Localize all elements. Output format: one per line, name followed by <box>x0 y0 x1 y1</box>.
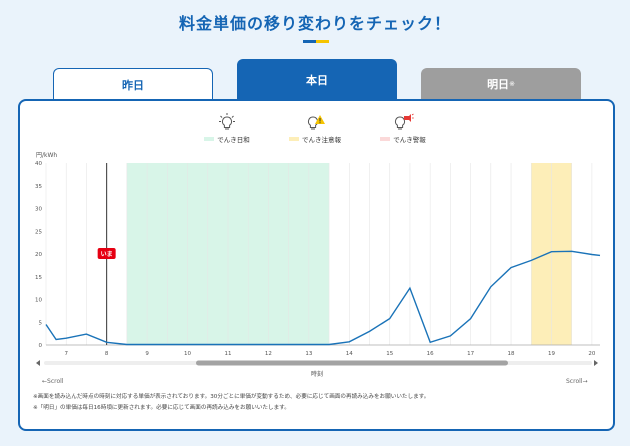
legend-item-denki-keiho: でんき警報 <box>368 112 438 144</box>
x-axis-label: 時刻 <box>311 370 323 378</box>
scroll-right-arrow-icon[interactable] <box>594 360 598 366</box>
tab-tomorrow-label: 明日 <box>487 78 510 91</box>
note-tomorrow-update: ※「明日」の単価は毎日16時頃に更新されます。必要に応じて画面の再読み込みをお願… <box>33 405 290 411</box>
title-underline-blue <box>303 40 316 43</box>
title-underline <box>303 40 329 43</box>
x-tick-label: 14 <box>346 351 353 357</box>
tab-tomorrow-note-mark: ※ <box>509 80 515 88</box>
y-tick-label: 30 <box>35 207 42 213</box>
scrollbar-thumb[interactable] <box>196 360 508 366</box>
x-tick-label: 11 <box>224 351 231 357</box>
tab-yesterday[interactable]: 昨日 <box>53 68 213 100</box>
x-tick-label: 9 <box>145 351 149 357</box>
y-tick-label: 10 <box>35 298 42 304</box>
tab-yesterday-label: 昨日 <box>122 78 144 92</box>
now-badge <box>97 248 116 259</box>
lightbulb-alarm-icon <box>394 113 414 130</box>
tab-tomorrow[interactable]: 明日 ※ <box>421 68 581 100</box>
x-tick-label: 8 <box>105 351 109 357</box>
x-tick-label: 16 <box>427 351 434 357</box>
y-axis-label: 円/kWh <box>36 152 57 159</box>
scroll-right-label: Scroll→ <box>566 378 588 385</box>
note-reload: ※画面を読み込んだ時点の時刻に対応する単価が表示されております。30分ごとに単価… <box>33 394 430 400</box>
x-tick-label: 10 <box>184 351 191 357</box>
title-underline-yellow <box>316 40 329 43</box>
legend-label-denki-chuiho: でんき注意報 <box>302 136 341 144</box>
scroll-left-arrow-icon[interactable] <box>36 360 40 366</box>
y-tick-label: 20 <box>35 252 42 258</box>
y-tick-label: 15 <box>35 275 42 281</box>
legend-item-denki-biyori: でんき日和 <box>192 112 262 144</box>
y-tick-label: 0 <box>39 343 43 349</box>
legend-label-denki-keiho: でんき警報 <box>393 136 426 144</box>
y-tick-label: 40 <box>35 161 42 167</box>
legend-swatch-denki-keiho <box>380 137 391 141</box>
lightbulb-icon <box>219 113 235 130</box>
y-tick-label: 25 <box>35 229 42 235</box>
y-tick-label: 5 <box>39 320 43 326</box>
y-tick-label: 35 <box>35 184 42 190</box>
page-title: 料金単価の移り変わりをチェック！ <box>178 14 451 33</box>
lightbulb-warning-icon <box>307 115 325 130</box>
x-tick-label: 13 <box>305 351 312 357</box>
tab-today-label: 本日 <box>306 74 328 87</box>
x-tick-label: 7 <box>64 351 68 357</box>
x-tick-label: 12 <box>265 351 272 357</box>
tab-today[interactable]: 本日 <box>237 59 397 101</box>
x-tick-label: 17 <box>467 351 474 357</box>
chart-legend: でんき日和 でんき注意報 でんき警報 <box>0 112 630 144</box>
x-tick-label: 18 <box>508 351 515 357</box>
x-tick-label: 15 <box>386 351 393 357</box>
legend-label-denki-biyori: でんき日和 <box>217 136 250 144</box>
x-tick-label: 20 <box>588 351 595 357</box>
notes: ※画面を読み込んだ時点の時刻に対応する単価が表示されております。30分ごとに単価… <box>33 392 429 414</box>
price-series-line <box>45 250 601 346</box>
legend-item-denki-chuiho: でんき注意報 <box>280 112 350 144</box>
legend-swatch-denki-biyori <box>204 137 215 141</box>
legend-swatch-denki-chuiho <box>289 137 299 141</box>
now-badge-label: いま <box>101 250 113 258</box>
x-tick-label: 19 <box>548 351 555 357</box>
scroll-left-label: ←Scroll <box>42 378 64 385</box>
